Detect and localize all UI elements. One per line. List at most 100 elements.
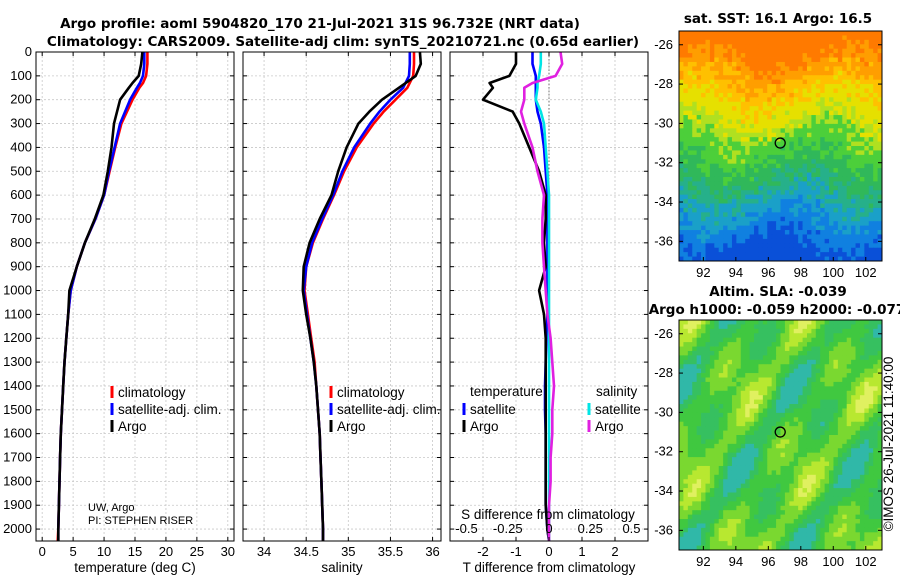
legend-title-temperature: temperature bbox=[470, 384, 543, 399]
sla-map: Altim. SLA: -0.039 Argo h1000: -0.059 h2… bbox=[649, 284, 900, 569]
x-tick-label: 2 bbox=[611, 544, 618, 559]
depth-tick-label: 0 bbox=[25, 44, 32, 59]
lon-tick-label: 94 bbox=[729, 265, 743, 280]
depth-tick-label: 400 bbox=[10, 139, 32, 154]
lat-tick-label: -26 bbox=[654, 326, 673, 341]
depth-tick-label: 1000 bbox=[3, 283, 32, 298]
depth-tick-label: 1700 bbox=[3, 450, 32, 465]
series-line-t-argo bbox=[481, 52, 551, 541]
series-line-s-argo bbox=[519, 52, 564, 541]
lat-tick-label: -32 bbox=[654, 444, 673, 459]
lon-tick-label: 100 bbox=[822, 265, 844, 280]
series-line-satellite-adj-clim- bbox=[56, 52, 146, 541]
s-diff-tick-label: -0.5 bbox=[455, 521, 477, 536]
legend-s-satellite: satellite bbox=[595, 402, 641, 417]
legend-argo: Argo bbox=[118, 419, 147, 434]
sla-map-title: Altim. SLA: -0.039 bbox=[709, 284, 846, 300]
credit-line1: UW, Argo bbox=[88, 502, 134, 514]
s-diff-tick-label: 0.25 bbox=[578, 521, 603, 536]
x-tick-label: 30 bbox=[221, 544, 235, 559]
lon-tick-label: 98 bbox=[794, 265, 808, 280]
legend-title-salinity: salinity bbox=[596, 384, 638, 399]
sst-map-title: sat. SST: 16.1 Argo: 16.5 bbox=[684, 11, 872, 27]
x-tick-label: 25 bbox=[190, 544, 204, 559]
lat-tick-label: -28 bbox=[654, 76, 673, 91]
x-tick-label: -2 bbox=[477, 544, 489, 559]
lon-tick-label: 98 bbox=[794, 554, 808, 569]
temperature-legend: climatology satellite-adj. clim. Argo bbox=[110, 385, 222, 434]
credit-line2: PI: STEPHEN RISER bbox=[88, 515, 193, 527]
x-tick-label: 10 bbox=[97, 544, 111, 559]
depth-tick-label: 900 bbox=[10, 259, 32, 274]
lon-tick-label: 94 bbox=[729, 554, 743, 569]
lat-tick-label: -30 bbox=[654, 404, 673, 419]
depth-tick-label: 200 bbox=[10, 92, 32, 107]
figure-title-line2: Climatology: CARS2009. Satellite-adj cli… bbox=[47, 34, 639, 50]
x-tick-label: 1 bbox=[578, 544, 585, 559]
lon-tick-label: 92 bbox=[696, 265, 710, 280]
lat-tick-label: -34 bbox=[654, 194, 673, 209]
series-line-s-satellite bbox=[534, 52, 551, 541]
temperature-x-label: temperature (deg C) bbox=[74, 560, 196, 575]
x-tick-label: 15 bbox=[128, 544, 142, 559]
temperature-panel: 0 5 10 15 20 25 300100200300400500600700800900… bbox=[3, 44, 235, 575]
lat-tick-label: -30 bbox=[654, 115, 673, 130]
x-tick-label: -1 bbox=[510, 544, 522, 559]
legend-argo-s: Argo bbox=[337, 419, 366, 434]
depth-tick-label: 700 bbox=[10, 211, 32, 226]
x-tick-label: 34.5 bbox=[294, 544, 319, 559]
argo-location-marker-sla bbox=[774, 426, 786, 438]
depth-tick-label: 300 bbox=[10, 116, 32, 131]
s-diff-tick-label: -0.25 bbox=[493, 521, 523, 536]
depth-tick-label: 600 bbox=[10, 187, 32, 202]
x-tick-label: 34 bbox=[257, 544, 271, 559]
s-diff-tick-label: 0.5 bbox=[622, 521, 640, 536]
depth-tick-label: 1400 bbox=[3, 378, 32, 393]
depth-tick-label: 100 bbox=[10, 68, 32, 83]
x-tick-label: 36 bbox=[425, 544, 439, 559]
x-tick-label: 0 bbox=[39, 544, 46, 559]
difference-panel: -2 -1 0 1 2 -0.5 -0.25 0 0.25 0.5 S difference f… bbox=[449, 51, 649, 575]
x-tick-label: 20 bbox=[159, 544, 173, 559]
depth-tick-label: 1100 bbox=[4, 306, 32, 321]
legend-climatology-s: climatology bbox=[337, 385, 405, 400]
legend-t-argo: Argo bbox=[470, 419, 499, 434]
lat-tick-label: -36 bbox=[654, 233, 673, 248]
salinity-x-label: salinity bbox=[321, 560, 363, 575]
depth-tick-label: 2000 bbox=[3, 521, 32, 536]
depth-tick-label: 1800 bbox=[3, 473, 32, 488]
lon-tick-label: 100 bbox=[822, 554, 844, 569]
legend-climatology: climatology bbox=[118, 385, 186, 400]
depth-tick-label: 800 bbox=[10, 235, 32, 250]
imos-watermark: ©IMOS 26-Jul-2021 11:40:00 bbox=[881, 357, 896, 532]
x-tick-label: 0 bbox=[545, 544, 552, 559]
lat-tick-label: -34 bbox=[654, 483, 673, 498]
x-tick-label: 5 bbox=[70, 544, 77, 559]
lat-tick-label: -32 bbox=[654, 155, 673, 170]
lat-tick-label: -26 bbox=[654, 37, 673, 52]
difference-legend: temperature salinity satellite Argo sate… bbox=[462, 384, 641, 434]
lon-tick-label: 102 bbox=[855, 554, 877, 569]
argo-location-marker bbox=[774, 137, 786, 149]
salinity-panel: 34 34.5 35 35.5 36 salinity climatology sate… bbox=[242, 51, 442, 575]
sst-map: sat. SST: 16.1 Argo: 16.5 92 94 96 98 100 102… bbox=[654, 11, 883, 280]
salinity-legend: climatology satellite-adj. clim. Argo bbox=[329, 385, 441, 434]
x-tick-label: 35.5 bbox=[378, 544, 403, 559]
s-difference-label: S difference from climatology bbox=[461, 507, 635, 522]
series-line-argo bbox=[56, 52, 144, 541]
depth-tick-label: 1300 bbox=[3, 354, 32, 369]
s-diff-tick-label: 0 bbox=[545, 521, 552, 536]
legend-s-argo: Argo bbox=[595, 419, 624, 434]
legend-satellite-adj: satellite-adj. clim. bbox=[118, 402, 222, 417]
figure-title-line1: Argo profile: aoml 5904820_170 21-Jul-20… bbox=[60, 16, 580, 32]
lon-tick-label: 96 bbox=[761, 265, 775, 280]
lat-tick-label: -28 bbox=[654, 365, 673, 380]
lon-tick-label: 92 bbox=[696, 554, 710, 569]
depth-tick-label: 1200 bbox=[3, 330, 32, 345]
t-difference-label: T difference from climatology bbox=[463, 560, 636, 575]
lon-tick-label: 96 bbox=[761, 554, 775, 569]
legend-satellite-adj-s: satellite-adj. clim. bbox=[337, 402, 441, 417]
depth-tick-label: 1500 bbox=[3, 402, 32, 417]
lat-tick-label: -36 bbox=[654, 522, 673, 537]
